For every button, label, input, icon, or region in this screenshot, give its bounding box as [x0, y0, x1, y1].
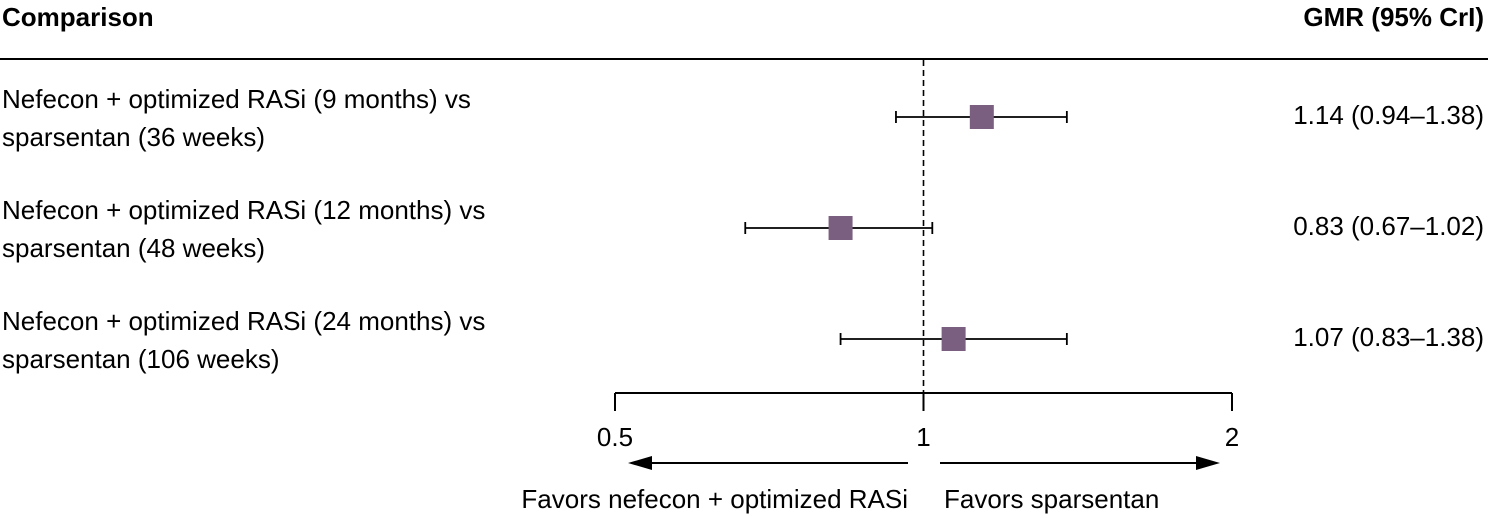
point-estimate-marker — [941, 327, 966, 351]
row-label-line1: Nefecon + optimized RASi (9 months) vs — [2, 84, 471, 114]
column-header-comparison: Comparison — [2, 2, 154, 32]
point-estimate-marker — [969, 105, 994, 129]
row-estimate: 1.14 (0.94–1.38) — [1293, 100, 1484, 130]
column-header-gmr: GMR (95% CrI) — [1303, 2, 1484, 32]
row-label: Nefecon + optimized RASi (12 months) vs … — [2, 191, 485, 267]
favors-right-arrowhead — [1196, 456, 1220, 470]
row-label-line2: sparsentan (48 weeks) — [2, 233, 266, 263]
header-rule — [0, 58, 1488, 60]
row-label-line1: Nefecon + optimized RASi (24 months) vs — [2, 306, 486, 336]
x-tick-label: 1 — [916, 422, 930, 452]
favors-right-label: Favors sparsentan — [944, 484, 1159, 514]
row-estimate: 1.07 (0.83–1.38) — [1293, 322, 1484, 352]
point-estimate-marker — [828, 216, 853, 240]
favors-left-arrowhead — [628, 456, 652, 470]
x-tick-label: 0.5 — [597, 422, 633, 452]
x-tick-label: 2 — [1225, 422, 1239, 452]
favors-left-label: Favors nefecon + optimized RASi — [521, 484, 908, 514]
row-estimate: 0.83 (0.67–1.02) — [1293, 211, 1484, 241]
row-label: Nefecon + optimized RASi (24 months) vs … — [2, 302, 485, 378]
row-label: Nefecon + optimized RASi (9 months) vs s… — [2, 80, 471, 156]
row-label-line1: Nefecon + optimized RASi (12 months) vs — [2, 195, 486, 225]
row-label-line2: sparsentan (36 weeks) — [2, 122, 266, 152]
row-label-line2: sparsentan (106 weeks) — [2, 344, 280, 374]
